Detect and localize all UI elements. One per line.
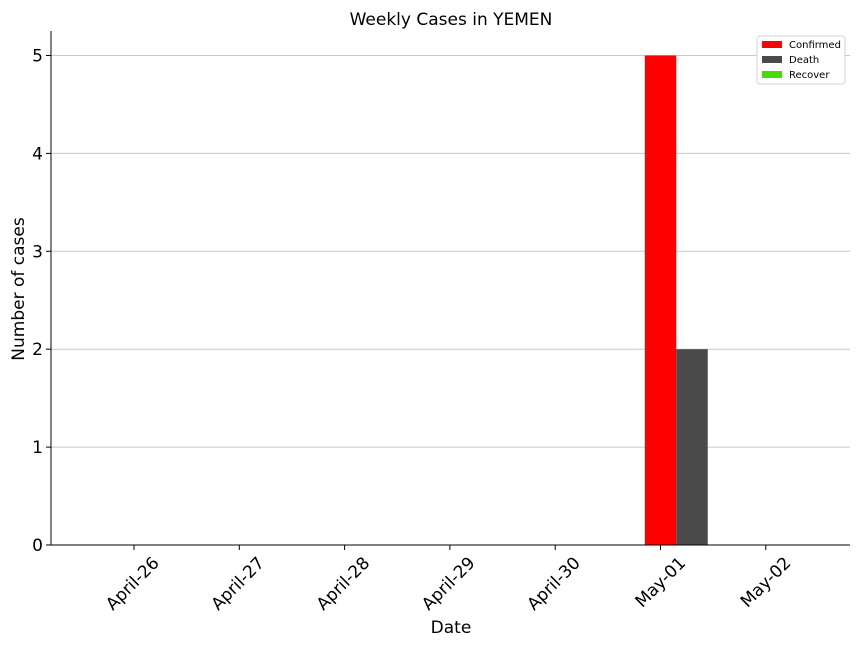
x-ticks: April-26 April-27 April-28 April-29 April-30… — [102, 545, 795, 615]
legend-label-confirmed: Confirmed — [789, 40, 841, 51]
bar-death — [676, 349, 708, 545]
x-tick-label: May-01 — [632, 553, 690, 611]
x-tick-label: April-29 — [418, 553, 479, 614]
chart-title: Weekly Cases in YEMEN — [350, 10, 553, 30]
y-tick-label: 2 — [32, 340, 43, 360]
legend-label-death: Death — [789, 55, 819, 66]
legend-label-recover: Recover — [789, 70, 830, 81]
bar-confirmed — [644, 55, 677, 545]
y-tick-label: 0 — [32, 536, 43, 556]
y-axis-label: Number of cases — [9, 217, 29, 361]
x-tick-label: April-26 — [102, 553, 163, 614]
gridlines — [51, 54, 850, 448]
bars — [644, 55, 708, 545]
y-ticks: 0 1 2 3 4 5 — [32, 46, 51, 556]
y-tick-label: 4 — [32, 144, 43, 164]
legend-swatch-confirmed — [762, 41, 782, 48]
x-tick-label: April-28 — [313, 553, 374, 614]
x-tick-label: May-02 — [737, 553, 795, 611]
x-tick-label: April-27 — [208, 553, 269, 614]
y-tick-label: 5 — [32, 46, 43, 66]
y-tick-label: 1 — [32, 438, 43, 458]
legend-swatch-recover — [762, 71, 782, 78]
y-tick-label: 3 — [32, 242, 43, 262]
legend-swatch-death — [762, 56, 782, 63]
x-tick-label: April-30 — [523, 553, 584, 614]
legend: Confirmed Death Recover — [756, 35, 846, 85]
x-axis-label: Date — [431, 618, 472, 638]
axes — [50, 31, 850, 546]
